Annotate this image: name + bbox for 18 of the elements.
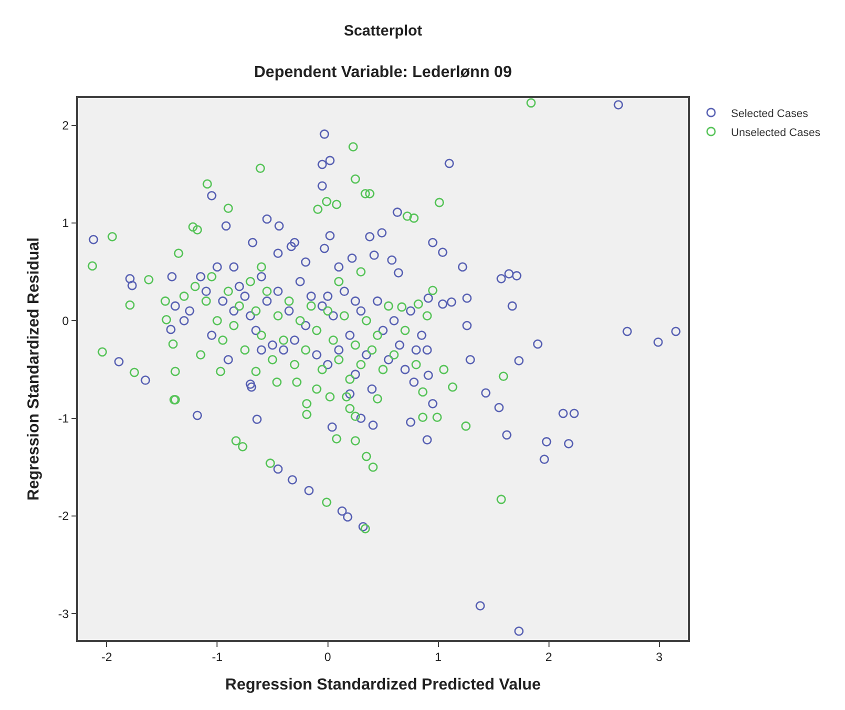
legend-label: Unselected Cases <box>731 126 821 139</box>
legend-label: Selected Cases <box>731 108 809 120</box>
y-tick-label: 1 <box>62 216 70 230</box>
y-tick-label: -1 <box>58 412 70 426</box>
chart-title: Scatterplot <box>344 22 422 40</box>
y-tick-label: -3 <box>58 606 70 621</box>
x-tick-label: 3 <box>656 650 663 664</box>
x-tick-label: 2 <box>545 650 552 664</box>
y-tick-label: 2 <box>62 118 70 133</box>
x-tick-label: -1 <box>212 650 223 664</box>
x-tick-label: 0 <box>324 650 332 664</box>
chart-subtitle: Dependent Variable: Lederlønn 09 <box>254 64 512 81</box>
x-tick-label: -2 <box>101 650 112 664</box>
y-axis-title: Regression Standardized Residual <box>26 237 43 501</box>
y-tick-label: -2 <box>58 509 70 524</box>
x-tick-label: 1 <box>434 650 442 664</box>
y-tick-label: 0 <box>62 314 70 328</box>
x-axis-title: Regression Standardized Predicted Value <box>225 676 541 694</box>
